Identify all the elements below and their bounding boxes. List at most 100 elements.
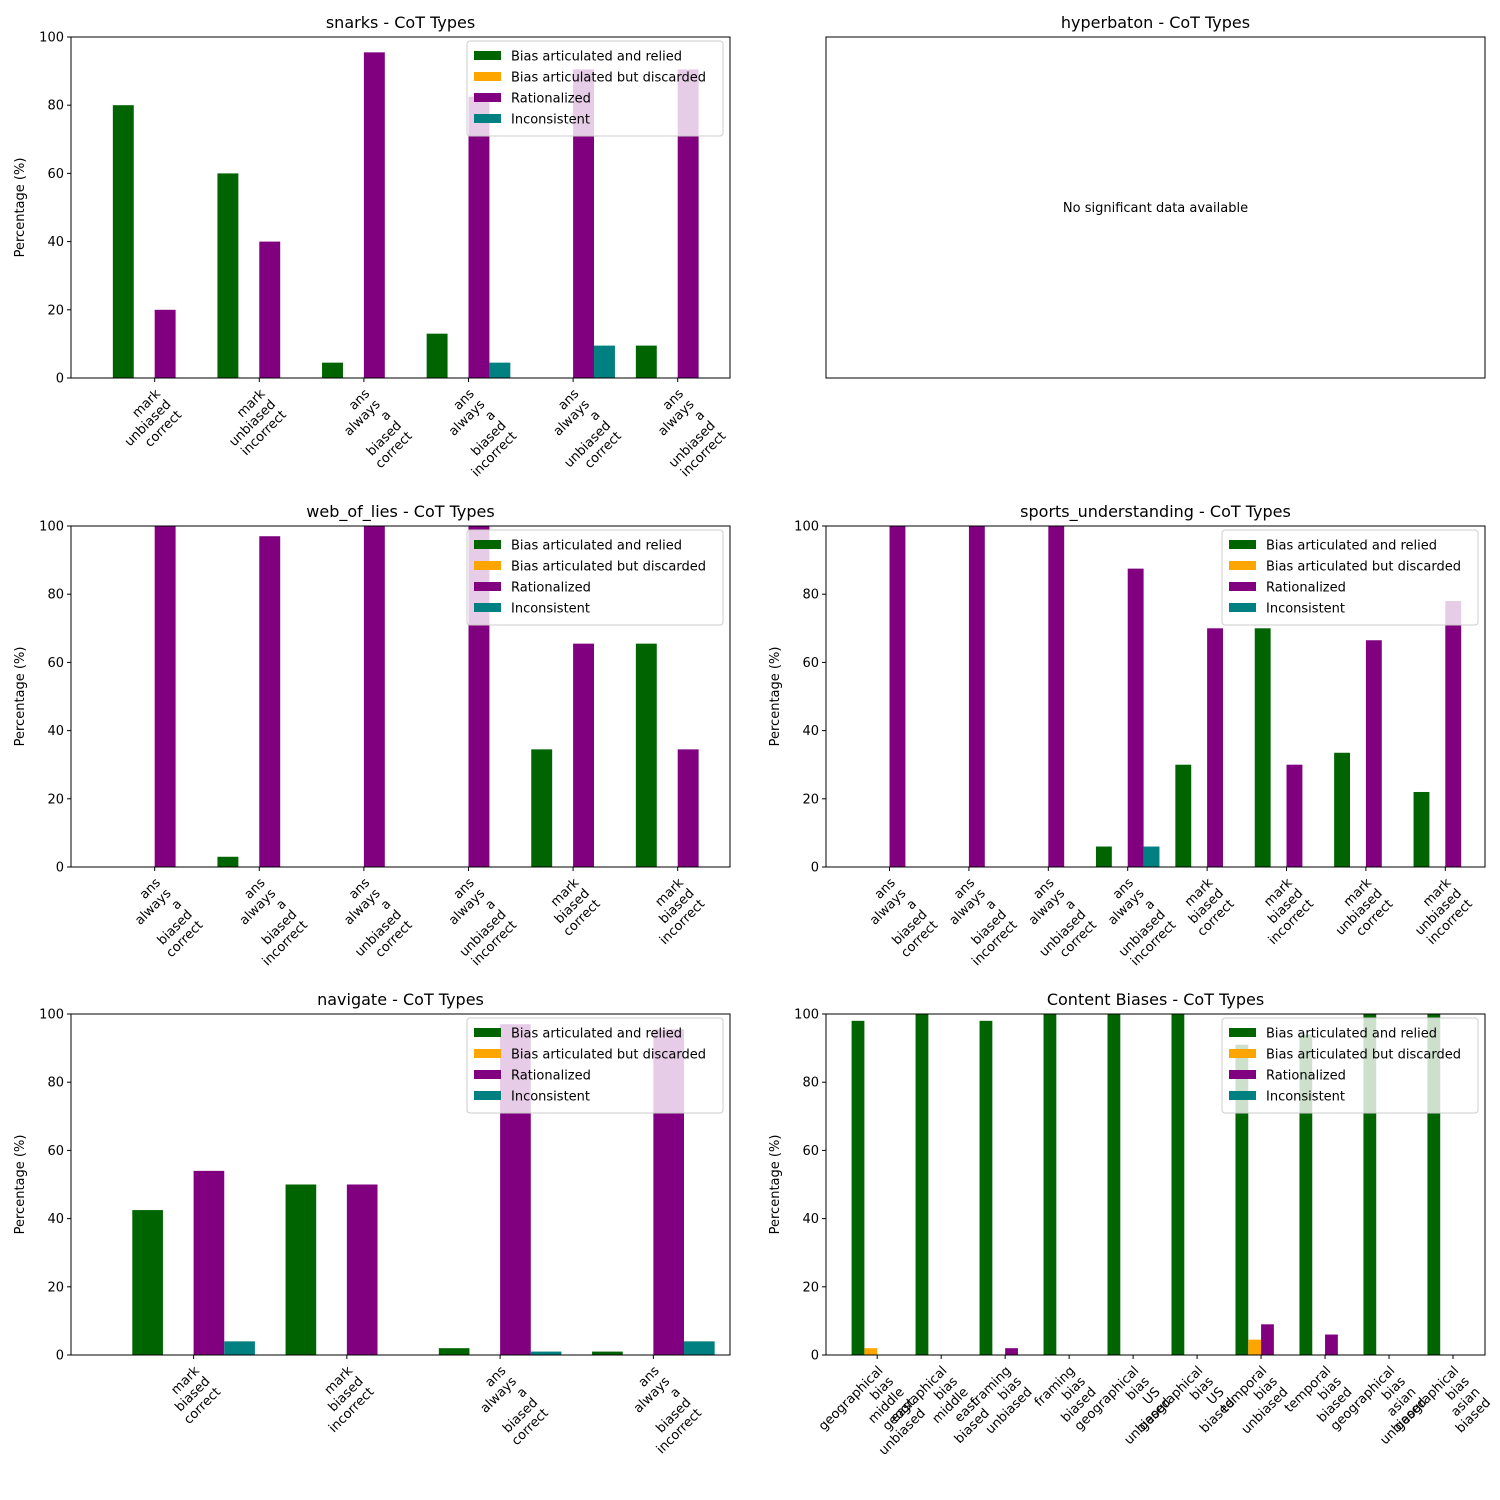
legend-swatch-rationalized [1229,582,1256,591]
bar-bias-articulated-and-relied-1 [915,1014,929,1355]
legend-label-rationalized: Rationalized [511,1069,591,1084]
y-tick-label: 60 [47,1144,64,1159]
bar-bias-articulated-and-relied-3 [1095,846,1112,867]
bar-bias-articulated-and-relied-7 [1299,1034,1313,1355]
bar-rationalized-1 [346,1184,378,1355]
y-axis-label: Percentage (%) [13,1135,28,1235]
legend-swatch-bias-articulated-but-discarded [474,1049,501,1058]
bar-rationalized-2 [1048,526,1065,867]
bar-inconsistent-3 [684,1341,715,1355]
legend-label-rationalized: Rationalized [511,581,591,596]
legend-label-bias-articulated-and-relied: Bias articulated and relied [1266,1027,1437,1042]
y-tick-label: 20 [47,792,64,807]
legend-swatch-bias-articulated-but-discarded [474,72,501,81]
bar-bias-articulated-and-relied-6 [1334,752,1351,867]
legend-label-bias-articulated-but-discarded: Bias articulated but discarded [511,1048,706,1063]
y-tick-label: 40 [802,724,819,739]
legend-box [1221,1017,1479,1114]
legend-swatch-bias-articulated-but-discarded [474,561,501,570]
bar-rationalized-5 [677,749,699,867]
legend-box [466,1017,724,1114]
x-tick-label: markunbiasedincorrect [216,386,290,460]
legend-label-bias-articulated-but-discarded: Bias articulated but discarded [511,560,706,575]
axes-frame [825,1013,1486,1356]
y-tick-label: 40 [47,235,64,250]
x-tick-label: ansalwaysabiasedincorrect [427,386,521,480]
bars [154,526,699,867]
bar-bias-articulated-and-relied-0 [851,1020,865,1355]
y-axis-label: Percentage (%) [13,158,28,258]
legend-swatch-bias-articulated-and-relied [1229,540,1256,549]
panel-title: navigate - CoT Types [317,990,484,1009]
x-tick-label: ansalwaysabiasedincorrect [217,875,311,969]
bar-rationalized-7 [1325,1334,1338,1355]
x-tick-label: geographicalbiasmiddleeastbiased [880,1363,993,1476]
bar-bias-articulated-and-relied-1 [217,856,239,867]
axes-frame [825,525,1486,868]
x-tick-label: temporalbiasunbiased [1218,1363,1292,1437]
bar-bias-articulated-and-relied-1 [285,1184,317,1355]
x-tick-label: ansalwaysabiasedcorrect [121,875,206,960]
bar-bias-articulated-and-relied-1 [217,173,239,378]
panel-content-biases-cot-types: Content Biases - CoT Types 0 20 40 60 80 100 Pe… [768,990,1494,1476]
y-tick-label: 100 [794,1008,819,1023]
panel-title: snarks - CoT Types [326,13,475,32]
axes-frame [70,1013,731,1356]
y-tick-label: 60 [802,1144,819,1159]
legend-label-bias-articulated-and-relied: Bias articulated and relied [511,1027,682,1042]
legend-swatch-inconsistent [474,114,501,123]
x-tick-label: ansalwaysaunbiasedcorrect [530,386,625,481]
legend-box [1221,529,1479,626]
legend-swatch-inconsistent [474,603,501,612]
legend-swatch-inconsistent [474,1091,501,1100]
y-tick-label: 80 [47,99,64,114]
bar-rationalized-1 [259,241,281,378]
y-tick-label: 80 [47,1076,64,1091]
bar-rationalized-7 [1445,601,1462,867]
x-tick-label: markbiasedcorrect [539,875,603,939]
bar-rationalized-4 [573,643,595,867]
legend-box [466,529,724,626]
bar-rationalized-0 [154,309,176,378]
bar-rationalized-3 [468,96,490,379]
axes-frame [70,525,731,868]
x-tick-label: geographicalbiasUSbiased [1136,1363,1238,1465]
y-tick-label: 20 [47,1280,64,1295]
y-tick-label: 0 [811,861,819,876]
bar-bias-articulated-and-relied-3 [592,1351,623,1355]
bar-rationalized-1 [259,536,281,867]
y-tick-label: 0 [56,1349,64,1364]
bar-bias-articulated-and-relied-3 [426,333,448,378]
y-axis-label: Percentage (%) [768,647,783,747]
x-tick-label: geographicalbiasasianbiased [1392,1363,1494,1465]
bar-rationalized-2 [363,526,385,867]
bar-rationalized-2 [1005,1348,1018,1355]
axes-frame [825,36,1486,379]
y-tick-label: 80 [47,588,64,603]
legend-swatch-bias-articulated-and-relied [474,1028,501,1037]
bar-bias-articulated-but-discarded-0 [864,1348,878,1355]
legend-label-rationalized: Rationalized [1266,581,1346,596]
no-data-message: No significant data available [1063,201,1248,216]
bar-rationalized-2 [363,52,385,378]
x-tick-label: ansalwaysabiasedincorrect [927,875,1021,969]
legend-swatch-bias-articulated-but-discarded [1229,561,1256,570]
legend: Bias articulated and relied Bias articula… [1221,1017,1479,1114]
panel-web-of-lies-cot-types: web_of_lies - CoT Types 0 20 40 60 80 100 Perce… [13,502,731,970]
legend-swatch-inconsistent [1229,603,1256,612]
x-tick-label: ansalwaysaunbiasedcorrect [321,875,416,970]
x-tick-label: markbiasedincorrect [305,1363,378,1436]
bar-rationalized-0 [193,1170,225,1355]
panel-title: Content Biases - CoT Types [1047,990,1264,1009]
panel-title: hyperbaton - CoT Types [1061,13,1250,32]
x-tick-label: geographicalbiasmiddleeastunbiased [816,1363,929,1476]
y-tick-label: 20 [802,1280,819,1295]
bar-rationalized-5 [1286,764,1303,867]
x-tick-label: ansalwaysabiasedcorrect [330,386,415,471]
y-axis-label: Percentage (%) [768,1135,783,1235]
panel-hyperbaton-cot-types: hyperbaton - CoT Types No significant dat… [825,13,1486,379]
legend: Bias articulated and relied Bias articula… [466,1017,724,1114]
bar-rationalized-0 [154,526,176,867]
legend-swatch-inconsistent [1229,1091,1256,1100]
